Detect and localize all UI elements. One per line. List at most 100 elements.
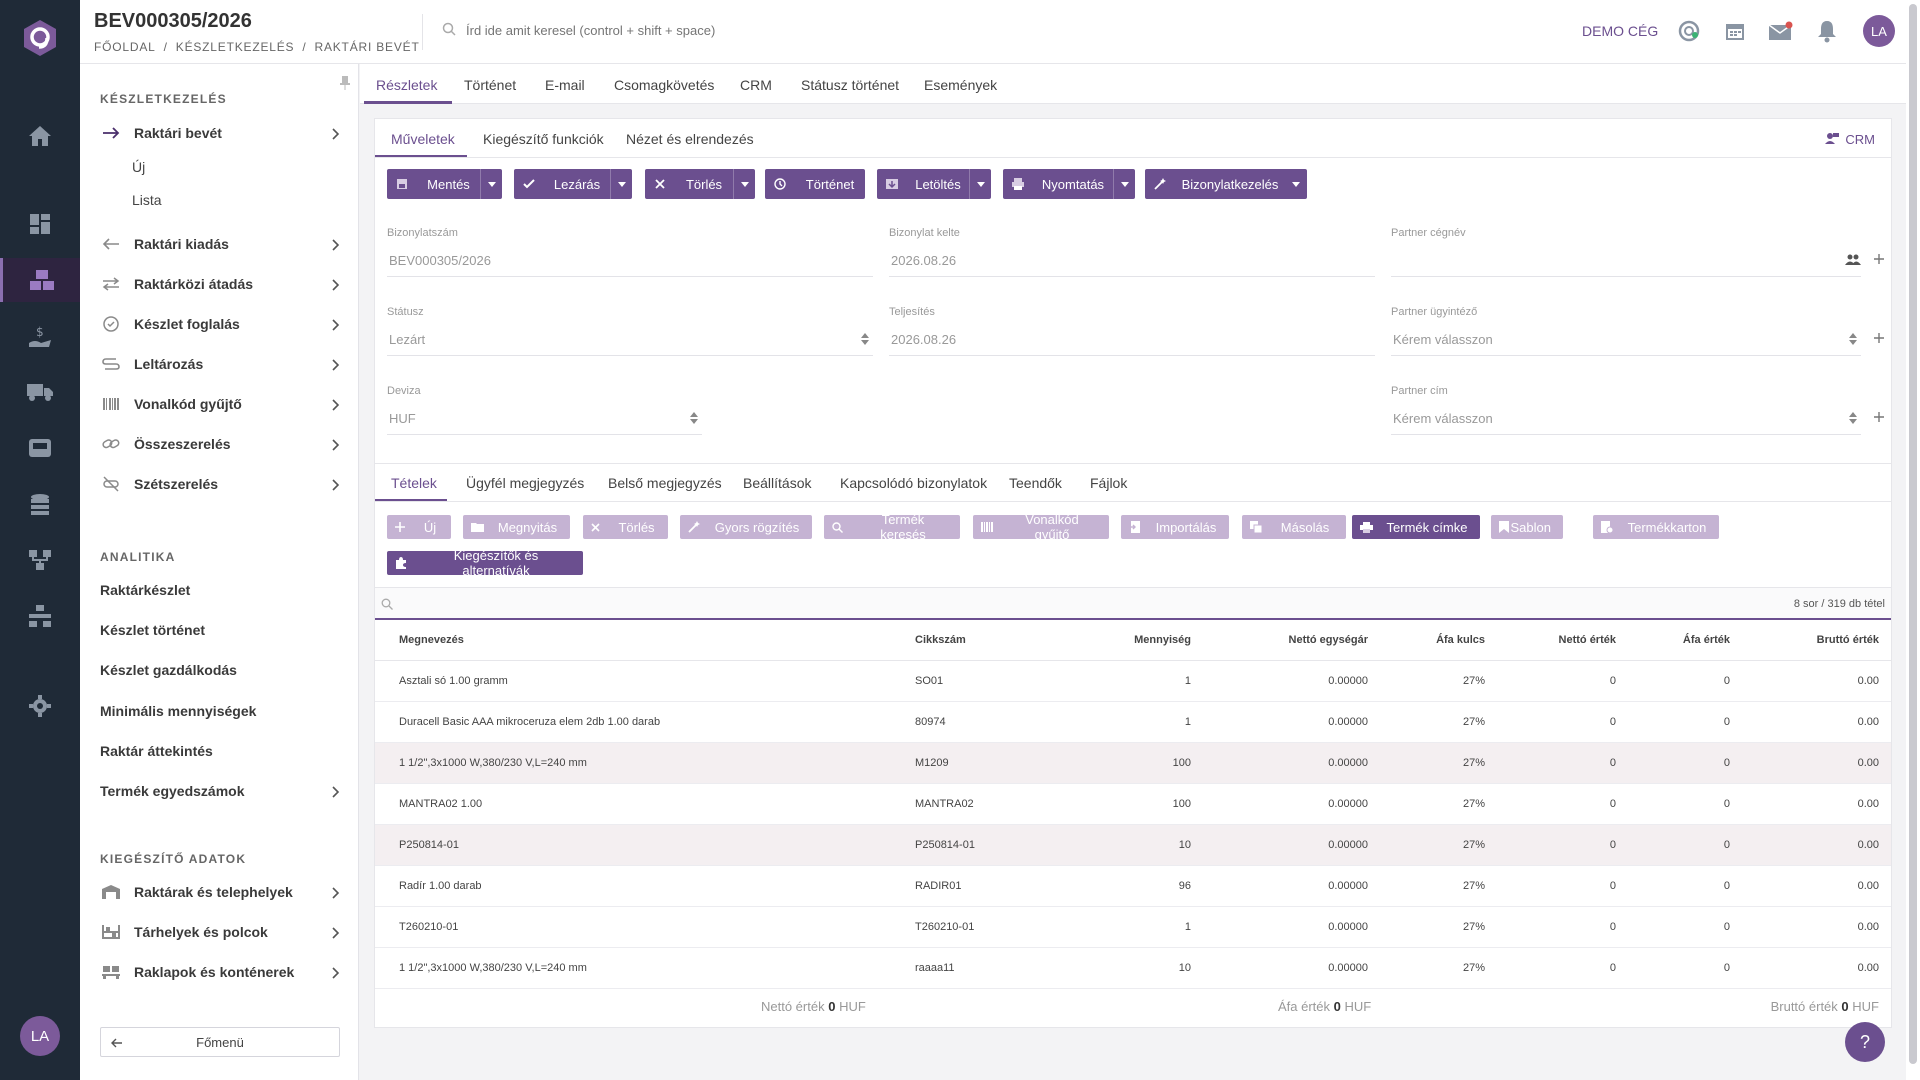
crm-link[interactable]: CRM <box>1825 131 1875 148</box>
column-header-vat-rate[interactable]: Áfa kulcs <box>1380 620 1497 661</box>
table-row[interactable]: 1 1/2",3x1000 W,380/230 V,L=240 mm raaaa1… <box>375 947 1891 989</box>
save-button[interactable]: Mentés <box>387 169 502 199</box>
page-scrollbar[interactable] <box>1906 0 1920 1080</box>
inventory-icon[interactable] <box>0 258 80 302</box>
column-header-name[interactable]: Megnevezés <box>375 620 903 661</box>
people-icon[interactable] <box>1845 254 1861 269</box>
table-row[interactable]: Radír 1.00 darab RADIR01 96 0.00000 27% 0 0 0.0… <box>375 865 1891 907</box>
close-document-button[interactable]: Lezárás <box>514 169 632 199</box>
tab-csomagkovetes[interactable]: Csomagkövetés <box>614 77 715 93</box>
sidebar-item-tarhelyek[interactable]: Tárhelyek és polcok <box>100 919 340 945</box>
mail-icon[interactable] <box>1768 18 1794 44</box>
caret-down-icon[interactable] <box>969 169 991 199</box>
calendar-icon[interactable] <box>1722 18 1748 44</box>
download-button[interactable]: Letöltés <box>877 169 991 199</box>
delete-item-button[interactable]: Törlés <box>583 515 668 539</box>
scrollbar-thumb[interactable] <box>1909 4 1917 1064</box>
tab-beallitasok[interactable]: Beállítások <box>743 475 812 491</box>
product-card-button[interactable]: Termékkarton <box>1593 515 1719 539</box>
tab-fajlok[interactable]: Fájlok <box>1090 475 1128 491</box>
breadcrumb-home[interactable]: FŐOLDAL <box>94 40 156 54</box>
support-icon[interactable] <box>1676 18 1702 44</box>
tab-reszletek[interactable]: Részletek <box>376 77 438 93</box>
sidebar-item-raktarkeszlet[interactable]: Raktárkészlet <box>100 577 340 603</box>
product-label-button[interactable]: Termék címke <box>1352 515 1480 539</box>
tab-tortenet[interactable]: Történet <box>464 77 517 93</box>
caret-down-icon[interactable] <box>1285 169 1307 199</box>
template-button[interactable]: Sablon <box>1491 515 1563 539</box>
caret-down-icon[interactable] <box>1113 169 1135 199</box>
network-icon[interactable] <box>22 598 58 634</box>
help-button[interactable]: ? <box>1845 1022 1885 1062</box>
column-header-quantity[interactable]: Mennyiség <box>1103 620 1203 661</box>
table-row[interactable]: MANTRA02 1.00 MANTRA02 100 0.00000 27% 0 0 0.00 <box>375 783 1891 825</box>
tab-email[interactable]: E-mail <box>545 77 585 93</box>
pin-icon[interactable] <box>340 76 350 93</box>
partner-input[interactable] <box>1391 245 1884 277</box>
sidebar-item-keszlet-tortenet[interactable]: Készlet történet <box>100 617 340 643</box>
sidebar-item-keszlet-gazdalkodas[interactable]: Készlet gazdálkodás <box>100 657 340 683</box>
table-row[interactable]: T260210-01 T260210-01 1 0.00000 27% 0 0 0.00 <box>375 906 1891 948</box>
table-row[interactable]: 1 1/2",3x1000 W,380/230 V,L=240 mm M1209 1… <box>375 742 1891 784</box>
accessories-button[interactable]: Kiegészítők és alternatívák <box>387 548 583 578</box>
partner-agent-select[interactable]: Kérem válasszon <box>1391 324 1884 356</box>
sidebar-item-keszlet-foglalas[interactable]: Készlet foglalás <box>100 311 340 337</box>
column-header-net-value[interactable]: Nettó érték <box>1497 620 1628 661</box>
sidebar-item-leltarozas[interactable]: Leltározás <box>100 351 340 377</box>
history-button[interactable]: Történet <box>765 169 865 199</box>
table-filter-bar[interactable]: 8 sor / 319 db tétel <box>375 588 1891 620</box>
sidebar-item-raktari-bevet[interactable]: Raktári bevét <box>100 120 340 146</box>
open-item-button[interactable]: Megnyitás <box>463 515 570 539</box>
column-header-sku[interactable]: Cikkszám <box>903 620 1103 661</box>
tab-tetelek[interactable]: Tételek <box>391 475 437 491</box>
sidebar-item-szetszereles[interactable]: Szétszerelés <box>100 471 340 497</box>
sidebar-item-minimalis-mennyisegek[interactable]: Minimális mennyiségek <box>100 698 340 724</box>
tab-ugyfel-megjegyzes[interactable]: Ügyfél megjegyzés <box>466 475 585 491</box>
sidebar-item-termek-egyedszamok[interactable]: Termék egyedszámok <box>100 778 340 804</box>
plus-icon[interactable] <box>1873 332 1885 347</box>
dashboard-icon[interactable] <box>22 206 58 242</box>
status-select[interactable]: Lezárt <box>387 324 873 356</box>
main-menu-button[interactable]: Főmenü <box>100 1027 340 1057</box>
tab-nezet-es-elrendezes[interactable]: Nézet és elrendezés <box>626 131 754 147</box>
home-icon[interactable] <box>22 118 58 154</box>
tab-kapcsolodo-bizonylatok[interactable]: Kapcsolódó bizonylatok <box>840 475 988 491</box>
bell-icon[interactable] <box>1814 18 1840 44</box>
search-input[interactable] <box>466 23 786 38</box>
sidebar-item-osszeszereles[interactable]: Összeszerelés <box>100 431 340 457</box>
company-name[interactable]: DEMO CÉG <box>1582 23 1659 39</box>
tab-muveletek[interactable]: Műveletek <box>391 131 455 147</box>
tab-esemenyek[interactable]: Események <box>924 77 998 93</box>
user-avatar[interactable]: LA <box>1863 15 1895 47</box>
column-header-vat-value[interactable]: Áfa érték <box>1628 620 1742 661</box>
avatar[interactable]: LA <box>20 1016 60 1056</box>
table-row[interactable]: Asztali só 1.00 gramm SO01 1 0.00000 27% 0 0 0.… <box>375 660 1891 702</box>
database-icon[interactable] <box>22 486 58 522</box>
sidebar-item-vonalkod-gyujto[interactable]: Vonalkód gyűjtő <box>100 391 340 417</box>
caret-down-icon[interactable] <box>480 169 502 199</box>
print-button[interactable]: Nyomtatás <box>1003 169 1135 199</box>
sidebar-item-raktarak[interactable]: Raktárak és telephelyek <box>100 879 340 905</box>
quick-entry-button[interactable]: Gyors rögzítés <box>680 515 812 539</box>
currency-select[interactable]: HUF <box>387 403 702 435</box>
plus-icon[interactable] <box>1873 253 1885 268</box>
tab-belso-megjegyzes[interactable]: Belső megjegyzés <box>608 475 722 491</box>
barcode-collector-button[interactable]: Vonalkód gyűjtő <box>973 512 1109 542</box>
truck-icon[interactable] <box>22 374 58 410</box>
new-item-button[interactable]: Új <box>387 515 451 539</box>
sidebar-item-raktarkozi-atadas[interactable]: Raktárközi átadás <box>100 271 340 297</box>
sidebar-item-raklapok[interactable]: Raklapok és konténerek <box>100 959 340 985</box>
partner-address-select[interactable]: Kérem válasszon <box>1391 403 1884 435</box>
sidebar-subitem-new[interactable]: Új <box>132 159 146 175</box>
caret-down-icon[interactable] <box>733 169 755 199</box>
tab-crm[interactable]: CRM <box>740 77 772 93</box>
inbox-icon[interactable] <box>22 430 58 466</box>
caret-down-icon[interactable] <box>610 169 632 199</box>
breadcrumb-inventory[interactable]: KÉSZLETKEZELÉS <box>175 40 295 54</box>
product-search-button[interactable]: Termék keresés <box>824 512 960 542</box>
column-header-net-unit-price[interactable]: Nettó egységár <box>1203 620 1380 661</box>
tab-teendok[interactable]: Teendők <box>1009 475 1062 491</box>
delete-button[interactable]: Törlés <box>645 169 755 199</box>
logo-icon[interactable] <box>20 18 60 58</box>
import-button[interactable]: Importálás <box>1121 515 1229 539</box>
